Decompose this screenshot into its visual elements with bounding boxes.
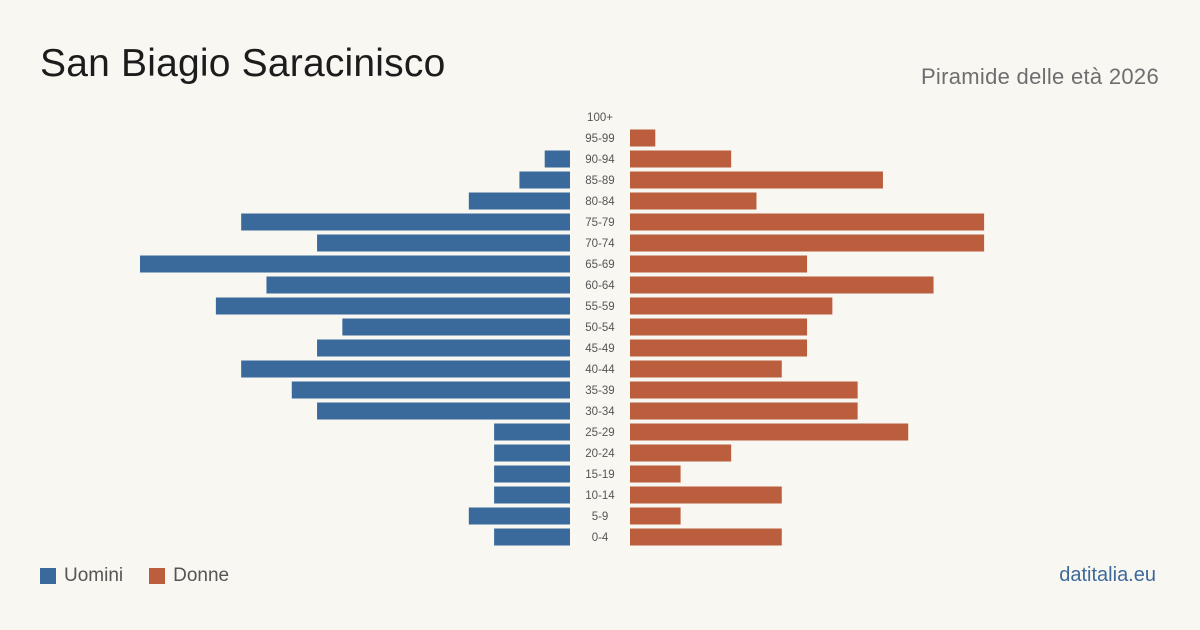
bar-men bbox=[215, 297, 570, 315]
bar-men bbox=[494, 423, 570, 441]
age-group-label: 45-49 bbox=[585, 343, 614, 355]
bar-men bbox=[140, 255, 570, 273]
age-group-label: 80-84 bbox=[585, 196, 615, 208]
bar-women bbox=[630, 402, 858, 420]
bar-men bbox=[468, 507, 570, 525]
age-group-label: 30-34 bbox=[585, 406, 615, 418]
legend-label-women: Donne bbox=[173, 565, 230, 586]
legend-label-men: Uomini bbox=[64, 565, 124, 586]
bar-men bbox=[494, 444, 570, 462]
bar-men bbox=[291, 381, 570, 399]
age-group-label: 70-74 bbox=[585, 238, 615, 250]
bar-men bbox=[494, 465, 570, 483]
bar-women bbox=[630, 318, 808, 336]
source-link[interactable]: datitalia.eu bbox=[1059, 564, 1156, 586]
bar-women bbox=[630, 150, 732, 168]
age-group-label: 40-44 bbox=[585, 364, 615, 376]
chart-title: San Biagio Saracinisco bbox=[40, 42, 446, 85]
bar-men bbox=[342, 318, 570, 336]
age-group-label: 25-29 bbox=[585, 427, 614, 439]
bar-women bbox=[630, 297, 833, 315]
legend-item-women: Donne bbox=[149, 565, 229, 587]
bar-women bbox=[630, 465, 681, 483]
bar-women bbox=[630, 276, 934, 294]
age-group-label: 5-9 bbox=[592, 511, 609, 523]
bar-women bbox=[630, 213, 985, 231]
legend: Uomini Donne bbox=[40, 565, 229, 587]
bar-men bbox=[494, 486, 570, 504]
bar-men bbox=[241, 213, 571, 231]
bar-men bbox=[317, 339, 570, 357]
bar-women bbox=[630, 234, 985, 252]
legend-item-men: Uomini bbox=[40, 565, 123, 587]
bar-women bbox=[630, 129, 656, 147]
age-group-label: 75-79 bbox=[585, 217, 614, 229]
age-group-label: 85-89 bbox=[585, 175, 614, 187]
bar-men bbox=[317, 234, 570, 252]
bar-women bbox=[630, 423, 909, 441]
age-group-label: 90-94 bbox=[585, 154, 615, 166]
bar-women bbox=[630, 507, 681, 525]
age-group-label: 15-19 bbox=[585, 469, 614, 481]
age-group-label: 60-64 bbox=[585, 280, 615, 292]
age-group-label: 100+ bbox=[587, 112, 613, 124]
age-group-label: 20-24 bbox=[585, 448, 615, 460]
age-group-label: 95-99 bbox=[585, 133, 614, 145]
bar-women bbox=[630, 444, 732, 462]
bar-women bbox=[630, 255, 808, 273]
legend-swatch-men bbox=[40, 568, 56, 584]
bar-women bbox=[630, 360, 782, 378]
age-group-label: 35-39 bbox=[585, 385, 614, 397]
age-group-label: 50-54 bbox=[585, 322, 615, 334]
bar-women bbox=[630, 339, 808, 357]
age-group-label: 55-59 bbox=[585, 301, 614, 313]
bar-men bbox=[544, 150, 570, 168]
bar-women bbox=[630, 171, 883, 189]
bar-men bbox=[317, 402, 570, 420]
age-group-label: 65-69 bbox=[585, 259, 614, 271]
legend-swatch-women bbox=[149, 568, 166, 584]
bar-women bbox=[630, 528, 782, 546]
bar-women bbox=[630, 486, 782, 504]
bar-women bbox=[630, 381, 858, 399]
age-group-label: 10-14 bbox=[585, 490, 615, 502]
bar-men bbox=[519, 171, 570, 189]
bar-men bbox=[494, 528, 570, 546]
bar-men bbox=[468, 192, 570, 210]
age-group-label: 0-4 bbox=[592, 532, 609, 544]
bar-women bbox=[630, 192, 757, 210]
chart-subtitle: Piramide delle età 2026 bbox=[920, 64, 1159, 89]
bar-men bbox=[266, 276, 570, 294]
bar-men bbox=[241, 360, 571, 378]
